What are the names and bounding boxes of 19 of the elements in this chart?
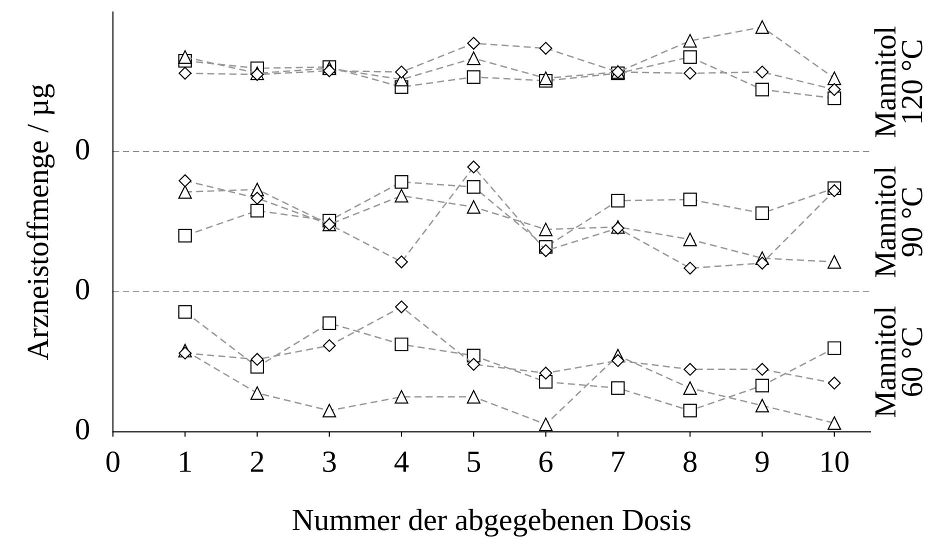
x-tick-label: 5 bbox=[468, 452, 480, 472]
x-tick-label: 7 bbox=[612, 452, 625, 472]
x-axis-title: Nummer der abgegebenen Dosis bbox=[292, 508, 690, 537]
x-tick-label: 6 bbox=[539, 452, 553, 472]
x-tick-label: 10 bbox=[822, 451, 848, 472]
ref-line-label: 0 bbox=[76, 139, 90, 160]
x-tick-label: 2 bbox=[250, 452, 264, 472]
x-tick-label: 1 bbox=[180, 452, 191, 472]
ref-line-label: 0 bbox=[76, 278, 90, 300]
x-tick-label: 9 bbox=[756, 452, 769, 472]
text: Mannitol 120 °C bbox=[874, 26, 922, 138]
x-tick-label: 0 bbox=[106, 451, 120, 472]
x-tick-label: 4 bbox=[394, 452, 409, 472]
text: Mannitol 90 °C bbox=[874, 166, 922, 278]
text: 0 bbox=[76, 418, 90, 440]
x-tick-label: 8 bbox=[684, 451, 697, 472]
x-tick-label: 3 bbox=[323, 452, 336, 472]
y-axis-title: Arzneistoffmenge / µg bbox=[26, 84, 55, 360]
text: Mannitol 60 °C bbox=[874, 306, 922, 417]
